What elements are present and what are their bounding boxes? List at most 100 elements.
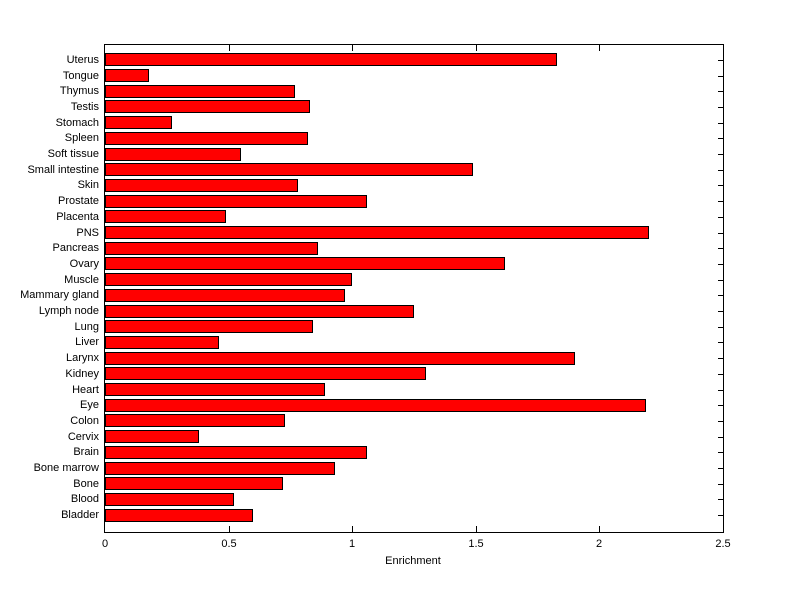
y-tick-label: Kidney (65, 367, 99, 380)
y-tick-mark (718, 170, 723, 171)
x-tick-label: 0.5 (221, 538, 237, 550)
bar-bladder (105, 508, 253, 522)
y-tick-label: Spleen (64, 132, 99, 145)
y-tick-label: Mammary gland (20, 289, 99, 302)
y-tick-label: Pancreas (52, 242, 99, 255)
x-tick-label: 0 (101, 538, 109, 550)
y-tick-label: Eye (80, 399, 99, 412)
x-tick-label: 1 (348, 538, 356, 550)
y-tick-label: Uterus (66, 53, 99, 66)
y-tick-label: Muscle (64, 273, 99, 286)
y-tick-label: Colon (70, 414, 99, 427)
bar-prostate (105, 194, 367, 208)
bar-brain (105, 445, 367, 459)
y-tick-mark (718, 280, 723, 281)
bar-uterus (105, 53, 557, 67)
x-tick-mark (599, 45, 600, 51)
y-tick-label: Soft tissue (47, 148, 99, 161)
y-tick-label: Heart (72, 383, 99, 396)
y-tick-label: Skin (77, 179, 99, 192)
bar-larynx (105, 351, 575, 365)
y-tick-mark (718, 264, 723, 265)
y-tick-label: Tongue (62, 69, 99, 82)
bar-mammary-gland (105, 288, 345, 302)
bar-pns (105, 226, 649, 240)
bar-testis (105, 100, 310, 114)
y-tick-mark (718, 358, 723, 359)
y-tick-label: Blood (70, 493, 99, 506)
y-tick-mark (718, 421, 723, 422)
bar-skin (105, 178, 298, 192)
y-tick-mark (718, 107, 723, 108)
y-tick-mark (718, 484, 723, 485)
x-tick-mark (476, 526, 477, 532)
y-tick-label: Placenta (56, 210, 99, 223)
y-tick-mark (718, 405, 723, 406)
y-tick-mark (718, 154, 723, 155)
y-tick-mark (718, 76, 723, 77)
bar-ovary (105, 257, 505, 271)
x-tick-mark (352, 45, 353, 51)
x-axis-title: Enrichment (385, 555, 441, 567)
bar-kidney (105, 367, 426, 381)
bar-tongue (105, 69, 149, 83)
y-tick-mark (718, 311, 723, 312)
y-tick-mark (718, 342, 723, 343)
bar-blood (105, 492, 234, 506)
y-tick-label: Brain (73, 446, 99, 459)
bar-colon (105, 414, 285, 428)
y-tick-label: Liver (75, 336, 99, 349)
y-tick-mark (718, 515, 723, 516)
x-tick-mark (352, 526, 353, 532)
bar-lung (105, 320, 313, 334)
bar-heart (105, 383, 325, 397)
y-tick-mark (718, 185, 723, 186)
y-tick-mark (718, 327, 723, 328)
y-tick-label: PNS (76, 226, 99, 239)
y-tick-mark (718, 374, 723, 375)
y-tick-label: Small intestine (27, 163, 99, 176)
y-tick-label: Stomach (55, 116, 99, 129)
x-tick-mark (229, 45, 230, 51)
y-tick-mark (718, 233, 723, 234)
y-tick-mark (718, 123, 723, 124)
y-tick-mark (718, 248, 723, 249)
y-tick-label: Bone (73, 477, 99, 490)
bar-pancreas (105, 241, 318, 255)
y-tick-label: Thymus (59, 85, 99, 98)
y-tick-mark (718, 201, 723, 202)
y-tick-label: Cervix (67, 430, 99, 443)
bar-cervix (105, 430, 199, 444)
y-tick-label: Lymph node (38, 305, 99, 318)
y-tick-mark (718, 437, 723, 438)
x-tick-label: 1.5 (468, 538, 484, 550)
y-tick-mark (718, 468, 723, 469)
bar-liver (105, 335, 219, 349)
x-tick-mark (476, 45, 477, 51)
y-tick-label: Larynx (65, 352, 99, 365)
y-tick-mark (718, 452, 723, 453)
bar-bone-marrow (105, 461, 335, 475)
x-tick-mark (599, 526, 600, 532)
bar-eye (105, 398, 646, 412)
y-tick-mark (718, 138, 723, 139)
y-tick-label: Bone marrow (33, 462, 99, 475)
bar-soft-tissue (105, 147, 241, 161)
bar-placenta (105, 210, 226, 224)
bar-stomach (105, 116, 172, 130)
x-tick-mark (229, 526, 230, 532)
x-tick-label: 2.5 (715, 538, 731, 550)
y-tick-label: Ovary (69, 257, 99, 270)
y-tick-mark (718, 217, 723, 218)
y-tick-mark (718, 499, 723, 500)
y-tick-mark (718, 295, 723, 296)
y-tick-label: Bladder (61, 509, 99, 522)
y-tick-mark (718, 390, 723, 391)
y-tick-label: Prostate (58, 195, 99, 208)
bar-muscle (105, 273, 352, 287)
bar-spleen (105, 131, 308, 145)
bar-small-intestine (105, 163, 473, 177)
bar-lymph-node (105, 304, 414, 318)
bar-bone (105, 477, 283, 491)
